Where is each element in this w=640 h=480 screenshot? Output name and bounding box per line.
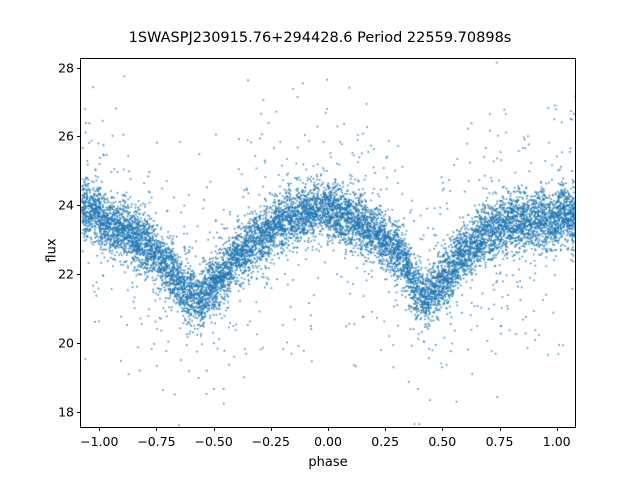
- x-tick-mark: [99, 427, 101, 431]
- x-tick-mark: [156, 427, 158, 431]
- x-tick-mark: [270, 427, 272, 431]
- y-tick-label: 24: [58, 197, 74, 213]
- y-tick-label: 18: [58, 404, 74, 420]
- x-tick-mark: [328, 427, 329, 431]
- x-tick-label: −1.00: [80, 434, 119, 449]
- scatter-plot-canvas: [81, 59, 575, 427]
- y-tick-mark: [76, 205, 80, 207]
- y-tick-mark: [76, 411, 80, 413]
- y-axis-label: flux: [44, 238, 60, 263]
- x-tick-label: 0.75: [485, 434, 514, 449]
- x-tick-mark: [385, 427, 387, 431]
- y-tick-mark: [76, 342, 80, 344]
- y-tick-mark: [76, 273, 80, 275]
- x-tick-label: −0.50: [194, 434, 233, 449]
- x-tick-mark: [556, 427, 558, 431]
- y-tick-label: 26: [58, 128, 74, 144]
- x-tick-mark: [499, 427, 501, 431]
- x-axis-label: phase: [308, 455, 348, 470]
- x-tick-label: −0.75: [137, 434, 176, 449]
- plot-axes: [80, 58, 576, 428]
- y-tick-label: 28: [58, 60, 74, 76]
- x-tick-label: 0.50: [428, 434, 457, 449]
- x-tick-label: 1.00: [542, 434, 571, 449]
- y-tick-label: 20: [58, 335, 74, 351]
- chart-title: 1SWASPJ230915.76+294428.6 Period 22559.7…: [128, 30, 512, 46]
- x-tick-label: 0.25: [371, 434, 400, 449]
- x-tick-mark: [442, 427, 444, 431]
- x-tick-label: −0.25: [251, 434, 290, 449]
- x-tick-mark: [213, 427, 215, 431]
- x-tick-label: 0.00: [314, 434, 342, 449]
- y-tick-mark: [76, 136, 80, 138]
- y-tick-mark: [76, 67, 80, 69]
- y-tick-label: 22: [58, 266, 74, 282]
